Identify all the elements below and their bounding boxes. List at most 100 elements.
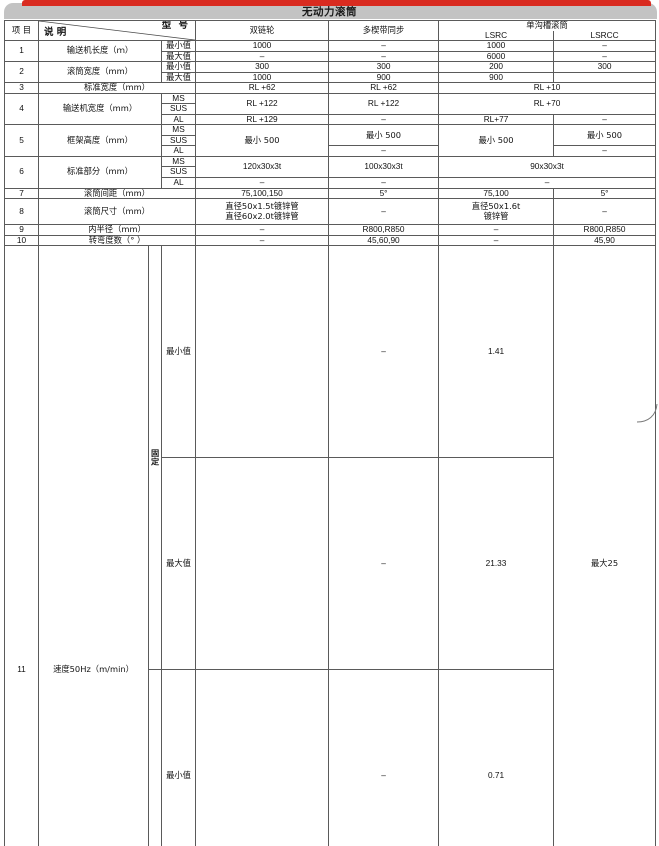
row-sub-label: 最小值 (162, 41, 196, 52)
table-row: 2 滚筒宽度（mm） 最小值 300 300 200 300 (5, 62, 656, 73)
row-label: 内半径（mm） (39, 225, 196, 236)
row-sub-label: 最小值 (162, 62, 196, 73)
row-sub-label: SUS (162, 167, 196, 178)
row-label: 输送机长度（ｍ） (39, 41, 162, 62)
table-row: 8 滚筒尺寸（mm） 直径50x1.5t镀锌管直径60x2.0t镀锌管 – 直径… (5, 199, 656, 225)
cell-value: – (329, 458, 439, 670)
cell-value: 200 (439, 62, 554, 73)
cell-value: 0.71 (439, 670, 554, 846)
speed-group-variable: 可变 (149, 670, 162, 846)
cell-value: – (329, 670, 439, 846)
cell-value: 直径50x1.5t镀锌管直径60x2.0t镀锌管 (196, 199, 329, 225)
cell-value: RL +62 (196, 83, 329, 94)
row-label: 滚筒宽度（mm） (39, 62, 162, 83)
cell-value: R800,R850 (554, 225, 656, 236)
cell-value: – (554, 146, 656, 157)
page-title: 无动力滚筒 (0, 4, 659, 19)
row-sub-label: 最小值 (162, 670, 196, 846)
cell-value: 90x30x3t (439, 156, 656, 177)
cell-value: 6000 (439, 51, 554, 62)
column-header-lsb: 多楔带同步 (329, 21, 439, 41)
column-group-header-grooved: 单沟槽滚筒 (439, 21, 656, 31)
header-model-label: 型 号 (162, 21, 190, 32)
cell-value: – (554, 41, 656, 52)
cell-value (196, 670, 329, 846)
row-label: 标准宽度（mm） (39, 83, 196, 94)
table-row: 1 输送机长度（ｍ） 最小值 1000 – 1000 – (5, 41, 656, 52)
cell-value: – (439, 177, 656, 188)
table-row: 6 标准部分（mm） MS 120x30x3t 100x30x3t 90x30x… (5, 156, 656, 167)
row-number: 9 (5, 225, 39, 236)
header-item: 项 目 (5, 21, 39, 41)
cell-value: 75,100,150 (196, 188, 329, 199)
cell-value: 最小 500 (439, 125, 554, 157)
cell-value: 45,60,90 (329, 235, 439, 246)
cell-value: – (439, 225, 554, 236)
row-label: 滚筒尺寸（mm） (39, 199, 196, 225)
cell-value: – (554, 199, 656, 225)
cell-value: – (329, 114, 439, 125)
cell-value: 300 (196, 62, 329, 73)
row-sub-label: AL (162, 146, 196, 157)
cell-value: – (196, 51, 329, 62)
table-row: 3 标准宽度（mm） RL +62 RL +62 RL +10 (5, 83, 656, 94)
cell-value: – (329, 246, 439, 458)
row-number: 5 (5, 125, 39, 157)
table-row: 9 内半径（mm） – R800,R850 – R800,R850 (5, 225, 656, 236)
cell-value: RL +10 (439, 83, 656, 94)
cell-value: 21.33 (439, 458, 554, 670)
cell-value: – (439, 235, 554, 246)
cell-value: R800,R850 (329, 225, 439, 236)
row-label: 输送机宽度（mm） (39, 93, 162, 125)
row-sub-label: MS (162, 125, 196, 136)
cell-value: 45,90 (554, 235, 656, 246)
column-header-lsrc: LSRC (439, 31, 554, 41)
column-header-lsrcc: LSRCC (554, 31, 656, 41)
cell-value: 1000 (439, 41, 554, 52)
cell-value: 1.41 (439, 246, 554, 458)
cell-value: 最小 500 (196, 125, 329, 157)
cell-value: – (196, 177, 329, 188)
cell-value: 300 (554, 62, 656, 73)
cell-value: RL +122 (196, 93, 329, 114)
row-number: 2 (5, 62, 39, 83)
row-sub-label: 最大值 (162, 458, 196, 670)
cell-value: 900 (439, 72, 554, 83)
cell-value: 最大25 (554, 246, 656, 846)
row-number: 7 (5, 188, 39, 199)
cell-value (554, 72, 656, 83)
header-desc-model: 型 号 说 明 (39, 21, 196, 41)
speed-group-fixed-label: 固定 (151, 246, 159, 669)
row-label: 标准部分（mm） (39, 156, 162, 188)
row-number: 10 (5, 235, 39, 246)
cell-value: 5° (554, 188, 656, 199)
row-label: 速度50Hz（m/min） (39, 246, 149, 846)
row-label: 滚筒间距（mm） (39, 188, 196, 199)
cell-value: 1000 (196, 41, 329, 52)
cell-value: 5° (329, 188, 439, 199)
cell-value: 120x30x3t (196, 156, 329, 177)
header-row-1: 项 目 型 号 说 明 双链轮 多楔带同步 单沟槽滚筒 (5, 21, 656, 31)
cell-value: RL +129 (196, 114, 329, 125)
cell-value (196, 458, 329, 670)
table-row: 11 速度50Hz（m/min） 固定 最小值 – 1.41 最大25 (5, 246, 656, 458)
cell-value: – (196, 225, 329, 236)
row-sub-label: 最大值 (162, 51, 196, 62)
row-number: 1 (5, 41, 39, 62)
cell-value: – (329, 51, 439, 62)
table-row: 4 输送机宽度（mm） MS RL +122 RL +122 RL +70 (5, 93, 656, 104)
row-sub-label: MS (162, 93, 196, 104)
cell-value: 300 (329, 62, 439, 73)
cell-value (196, 246, 329, 458)
row-number: 4 (5, 93, 39, 125)
table-row: 7 滚筒间距（mm） 75,100,150 5° 75,100 5° (5, 188, 656, 199)
row-number: 11 (5, 246, 39, 846)
table-row: 10 转弯度数（° ） – 45,60,90 – 45,90 (5, 235, 656, 246)
header-desc-label: 说 明 (44, 28, 66, 39)
speed-group-variable-label: 可变 (151, 670, 159, 846)
row-label: 转弯度数（° ） (39, 235, 196, 246)
row-number: 8 (5, 199, 39, 225)
row-label: 框架高度（mm） (39, 125, 162, 157)
cell-value: – (329, 146, 439, 157)
